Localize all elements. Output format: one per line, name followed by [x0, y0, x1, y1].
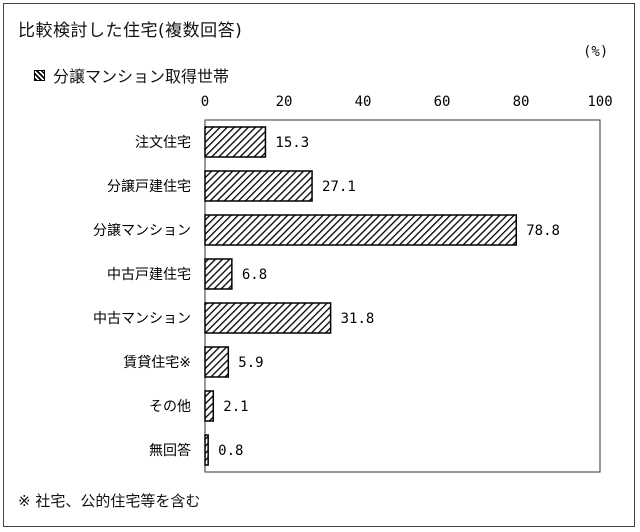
- category-label: 分譲戸建住宅: [107, 179, 191, 195]
- data-label: 27.1: [322, 179, 356, 195]
- bar: [204, 258, 233, 290]
- bar: [204, 434, 209, 466]
- data-label: 5.9: [238, 355, 263, 371]
- x-tick-label: 60: [434, 94, 451, 110]
- category-label: 中古マンション: [93, 311, 191, 327]
- bar: [204, 346, 230, 378]
- x-tick-label: 100: [587, 94, 612, 110]
- bar: [204, 126, 267, 158]
- legend: 分譲マンション取得世帯: [34, 63, 229, 87]
- figure-frame: [3, 3, 635, 527]
- data-label: 78.8: [526, 223, 560, 239]
- bar: [204, 214, 518, 246]
- category-label: 分譲マンション: [93, 223, 191, 239]
- footnote: ※ 社宅、公的住宅等を含む: [18, 492, 201, 510]
- unit-label: (%): [583, 44, 609, 60]
- data-label: 2.1: [223, 399, 248, 415]
- category-label: 無回答: [149, 442, 191, 459]
- legend-label: 分譲マンション取得世帯: [53, 67, 230, 86]
- bar: [204, 170, 313, 202]
- category-label: 賃貸住宅※: [123, 355, 191, 371]
- category-label: 注文住宅: [135, 135, 191, 151]
- bar: [204, 302, 332, 334]
- bar: [204, 390, 215, 422]
- x-tick-label: 0: [201, 94, 209, 110]
- category-label: その他: [149, 399, 191, 415]
- x-tick-label: 80: [513, 94, 530, 110]
- data-label: 15.3: [275, 135, 309, 151]
- x-tick-label: 40: [355, 94, 372, 110]
- chart-title: 比較検討した住宅(複数回答): [18, 21, 243, 41]
- x-tick-label: 20: [276, 94, 293, 110]
- data-label: 31.8: [341, 311, 375, 327]
- data-label: 0.8: [218, 443, 243, 459]
- legend-swatch-icon: [34, 69, 45, 81]
- plot-area: [204, 119, 601, 473]
- category-label: 中古戸建住宅: [107, 267, 191, 283]
- data-label: 6.8: [242, 267, 267, 283]
